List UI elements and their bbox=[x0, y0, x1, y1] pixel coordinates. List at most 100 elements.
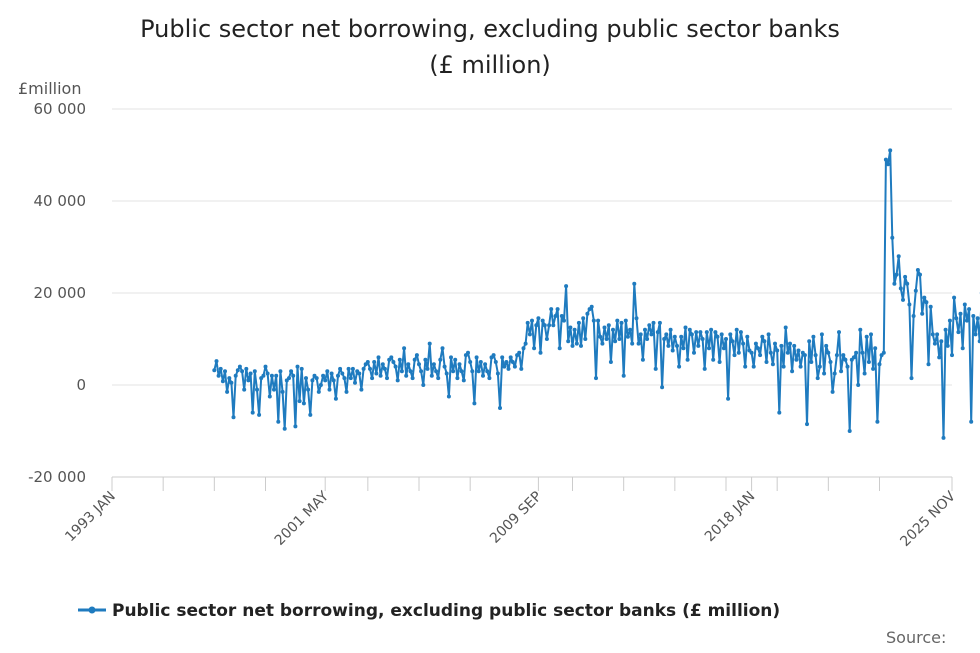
data-point[interactable] bbox=[282, 426, 287, 431]
data-point[interactable] bbox=[841, 353, 846, 358]
data-point[interactable] bbox=[314, 376, 319, 381]
data-point[interactable] bbox=[540, 318, 545, 323]
data-point[interactable] bbox=[227, 376, 232, 381]
data-point[interactable] bbox=[613, 339, 618, 344]
data-point[interactable] bbox=[668, 327, 673, 332]
data-point[interactable] bbox=[634, 316, 639, 321]
data-point[interactable] bbox=[766, 332, 771, 337]
data-point[interactable] bbox=[246, 378, 251, 383]
data-point[interactable] bbox=[301, 401, 306, 406]
data-point[interactable] bbox=[869, 332, 873, 337]
data-point[interactable] bbox=[817, 364, 822, 369]
data-point[interactable] bbox=[969, 419, 974, 424]
data-point[interactable] bbox=[231, 415, 236, 420]
data-point[interactable] bbox=[333, 396, 338, 401]
data-point[interactable] bbox=[269, 373, 274, 378]
data-point[interactable] bbox=[389, 355, 394, 360]
data-point[interactable] bbox=[265, 371, 270, 376]
data-point[interactable] bbox=[964, 318, 969, 323]
data-point[interactable] bbox=[950, 353, 954, 358]
data-point[interactable] bbox=[698, 330, 703, 335]
data-point[interactable] bbox=[892, 281, 897, 286]
data-point[interactable] bbox=[395, 378, 400, 383]
data-point[interactable] bbox=[736, 350, 741, 355]
data-point[interactable] bbox=[340, 371, 345, 376]
data-point[interactable] bbox=[962, 302, 967, 307]
data-point[interactable] bbox=[621, 373, 626, 378]
data-point[interactable] bbox=[402, 346, 407, 351]
data-point[interactable] bbox=[883, 157, 888, 162]
data-point[interactable] bbox=[521, 346, 526, 351]
data-point[interactable] bbox=[570, 343, 575, 348]
data-point[interactable] bbox=[532, 346, 537, 351]
data-point[interactable] bbox=[291, 373, 296, 378]
data-point[interactable] bbox=[225, 389, 230, 394]
data-point[interactable] bbox=[304, 376, 308, 381]
data-point[interactable] bbox=[694, 330, 699, 335]
data-point[interactable] bbox=[365, 360, 370, 364]
data-point[interactable] bbox=[655, 330, 660, 335]
data-point[interactable] bbox=[549, 307, 554, 312]
data-point[interactable] bbox=[877, 362, 882, 367]
data-point[interactable] bbox=[434, 369, 439, 374]
data-point[interactable] bbox=[325, 369, 330, 374]
data-point[interactable] bbox=[630, 341, 635, 346]
data-point[interactable] bbox=[244, 366, 249, 371]
data-point[interactable] bbox=[788, 341, 792, 346]
data-point[interactable] bbox=[323, 378, 328, 383]
data-point[interactable] bbox=[822, 371, 827, 376]
data-point[interactable] bbox=[625, 334, 630, 339]
data-point[interactable] bbox=[977, 339, 980, 344]
data-point[interactable] bbox=[472, 401, 477, 406]
data-point[interactable] bbox=[466, 350, 470, 355]
data-point[interactable] bbox=[299, 366, 304, 371]
data-point[interactable] bbox=[873, 346, 878, 351]
data-point[interactable] bbox=[975, 316, 980, 321]
data-point[interactable] bbox=[338, 366, 343, 371]
data-point[interactable] bbox=[730, 339, 735, 344]
data-point[interactable] bbox=[348, 376, 353, 381]
data-point[interactable] bbox=[700, 337, 705, 341]
data-point[interactable] bbox=[419, 369, 424, 374]
data-point[interactable] bbox=[310, 378, 315, 383]
data-point[interactable] bbox=[913, 288, 918, 293]
data-point[interactable] bbox=[393, 364, 398, 369]
data-point[interactable] bbox=[798, 364, 803, 369]
data-point[interactable] bbox=[922, 295, 927, 300]
data-point[interactable] bbox=[623, 318, 628, 323]
data-point[interactable] bbox=[909, 376, 914, 381]
data-point[interactable] bbox=[608, 360, 613, 364]
data-point[interactable] bbox=[809, 360, 814, 364]
data-point[interactable] bbox=[212, 368, 217, 373]
data-point[interactable] bbox=[783, 325, 788, 330]
data-point[interactable] bbox=[847, 429, 852, 433]
data-point[interactable] bbox=[866, 360, 871, 364]
data-point[interactable] bbox=[638, 332, 643, 337]
data-point[interactable] bbox=[581, 316, 586, 321]
data-point[interactable] bbox=[604, 337, 609, 341]
data-point[interactable] bbox=[530, 318, 534, 323]
data-point[interactable] bbox=[828, 360, 833, 364]
data-point[interactable] bbox=[359, 387, 364, 392]
data-point[interactable] bbox=[830, 389, 835, 394]
data-point[interactable] bbox=[837, 330, 841, 335]
data-point[interactable] bbox=[493, 360, 498, 364]
data-point[interactable] bbox=[566, 339, 571, 344]
data-point[interactable] bbox=[960, 346, 965, 351]
data-point[interactable] bbox=[442, 364, 447, 369]
data-point[interactable] bbox=[459, 369, 464, 374]
data-point[interactable] bbox=[427, 341, 432, 346]
data-point[interactable] bbox=[536, 316, 541, 321]
data-point[interactable] bbox=[500, 355, 505, 360]
data-point[interactable] bbox=[719, 332, 724, 337]
data-point[interactable] bbox=[380, 362, 385, 367]
data-point[interactable] bbox=[370, 376, 375, 381]
data-point[interactable] bbox=[689, 332, 694, 337]
data-point[interactable] bbox=[924, 300, 929, 305]
data-point[interactable] bbox=[410, 376, 415, 381]
data-point[interactable] bbox=[679, 334, 684, 339]
data-point[interactable] bbox=[662, 337, 667, 341]
data-point[interactable] bbox=[611, 327, 615, 332]
data-point[interactable] bbox=[751, 364, 756, 369]
data-point[interactable] bbox=[864, 334, 869, 339]
